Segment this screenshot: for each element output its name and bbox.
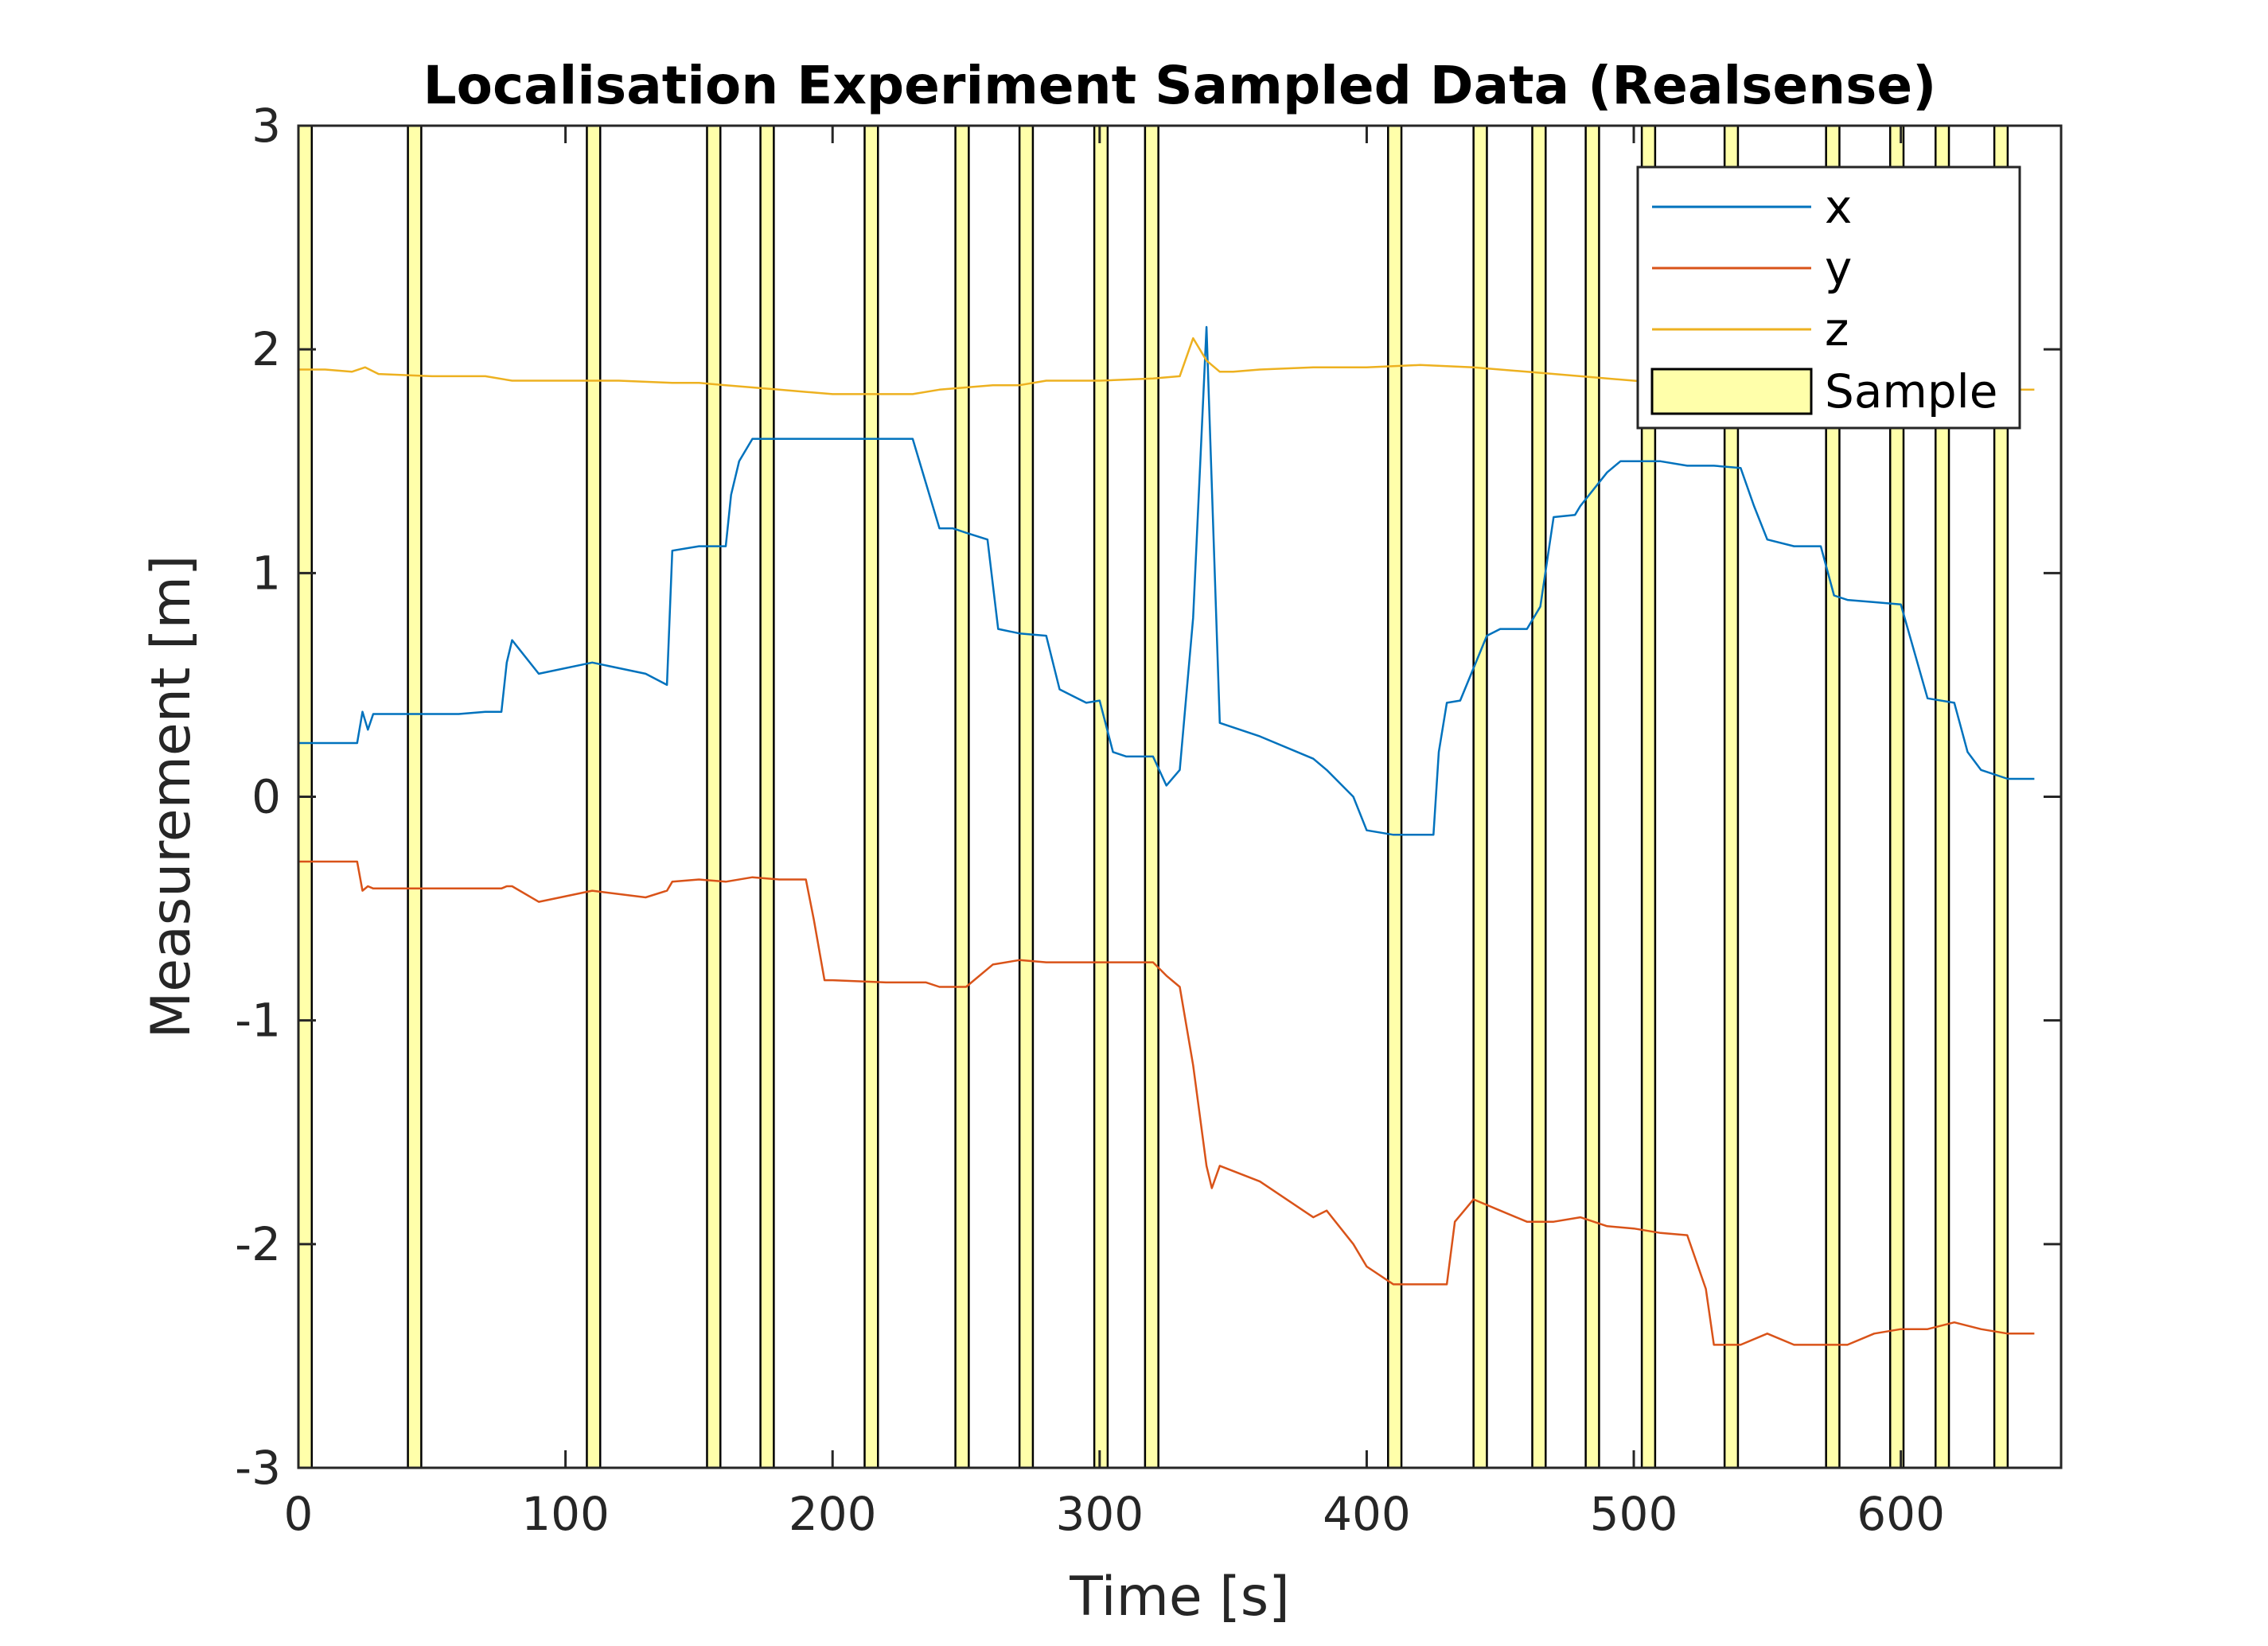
sample-region	[1093, 124, 1109, 1469]
sample-region	[1018, 124, 1035, 1469]
sample-region	[1472, 124, 1488, 1469]
legend-swatch-sample	[1650, 368, 1813, 415]
x-tick-label: 500	[1590, 1487, 1678, 1541]
legend-label-sample: Sample	[1825, 364, 1997, 418]
x-tick-label: 400	[1323, 1487, 1411, 1541]
legend-label-y: y	[1825, 241, 1852, 295]
x-tick-label: 300	[1055, 1487, 1144, 1541]
sample-region	[1531, 124, 1547, 1469]
y-tick-label: -1	[235, 994, 281, 1048]
axis-ticks: 0 100 200 300 400 500 600 -3 -2 -1 0 1 2 3	[235, 99, 2061, 1541]
sample-region	[954, 124, 970, 1469]
legend-label-z: z	[1825, 302, 1849, 356]
sample-region	[1584, 124, 1600, 1469]
chart-title: Localisation Experiment Sampled Data (Re…	[423, 55, 1937, 116]
sample-region	[1387, 124, 1403, 1469]
sample-region	[759, 124, 775, 1469]
series-line-x	[298, 325, 2035, 836]
sample-region	[1144, 124, 1159, 1469]
y-tick-label: 2	[251, 322, 281, 376]
y-tick-label: -2	[235, 1217, 281, 1271]
sample-region	[863, 124, 879, 1469]
x-axis-label: Time [s]	[1069, 1566, 1290, 1628]
y-tick-label: -3	[235, 1441, 281, 1495]
series-line-y	[298, 860, 2035, 1346]
sample-region	[407, 124, 423, 1469]
y-tick-label: 3	[251, 99, 281, 153]
legend: x y z Sample	[1636, 165, 2021, 430]
x-tick-label: 200	[789, 1487, 877, 1541]
sample-region	[706, 124, 722, 1469]
y-axis-label: Measurement [m]	[140, 555, 203, 1039]
y-tick-label: 1	[251, 546, 281, 600]
x-tick-label: 100	[521, 1487, 610, 1541]
legend-label-x: x	[1825, 180, 1852, 234]
x-tick-label: 600	[1857, 1487, 1945, 1541]
x-tick-label: 0	[284, 1487, 314, 1541]
y-tick-label: 0	[251, 770, 281, 824]
sample-region	[586, 124, 602, 1469]
